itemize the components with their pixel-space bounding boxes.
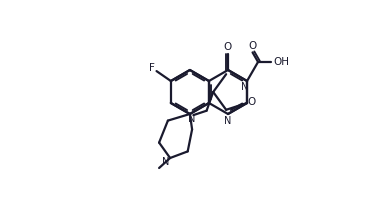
Text: N: N [162, 157, 170, 167]
Text: N: N [188, 114, 195, 124]
Text: O: O [247, 97, 255, 107]
Text: N: N [241, 82, 249, 92]
Text: O: O [248, 41, 256, 51]
Text: F: F [149, 63, 155, 73]
Text: N: N [224, 116, 232, 126]
Text: OH: OH [273, 57, 289, 67]
Text: O: O [224, 42, 232, 51]
